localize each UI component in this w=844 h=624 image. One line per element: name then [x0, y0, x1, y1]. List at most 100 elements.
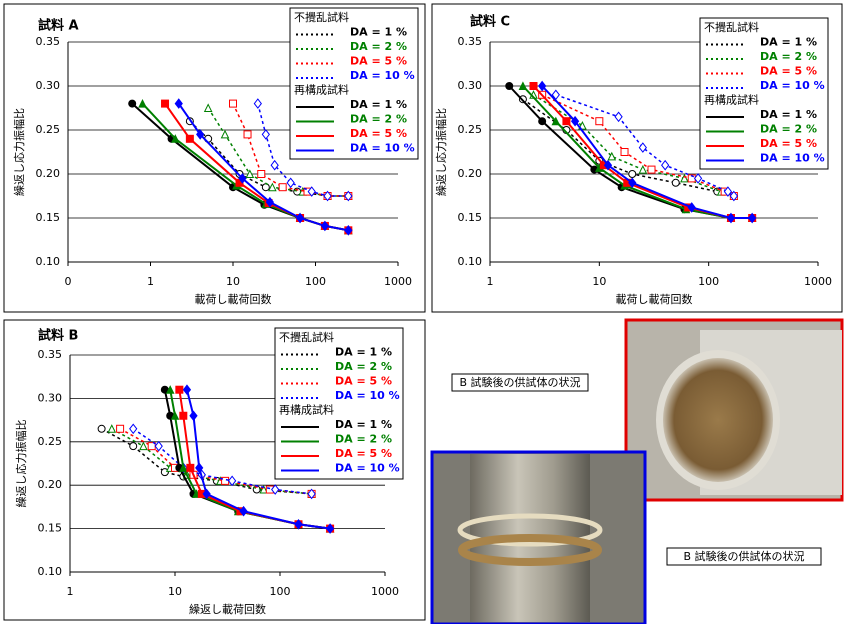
- x-tick-label: 100: [698, 275, 719, 288]
- marker: [155, 442, 162, 451]
- legend-label: DA = 5 %: [760, 65, 817, 78]
- marker: [140, 443, 147, 450]
- y-axis-title: 繰返し応力振幅比: [14, 420, 28, 508]
- photo-bottom: [432, 452, 645, 624]
- legend-label: DA = 10 %: [335, 462, 400, 475]
- marker: [287, 178, 294, 187]
- y-tick-label: 0.25: [36, 123, 61, 136]
- marker: [130, 424, 137, 433]
- legend-label: DA = 10 %: [350, 142, 415, 155]
- x-axis-title: 繰返し載荷回数: [189, 602, 266, 616]
- marker: [621, 149, 628, 156]
- marker: [139, 100, 146, 107]
- y-tick-label: 0.15: [458, 211, 483, 224]
- y-tick-label: 0.30: [458, 79, 483, 92]
- legend-label: DA = 1 %: [350, 26, 407, 39]
- x-tick-label: 10: [168, 585, 182, 598]
- legend: 不攪乱試料DA = 1 %DA = 2 %DA = 5 %DA = 10 %再構…: [700, 18, 828, 169]
- x-tick-label: 1: [487, 275, 494, 288]
- y-tick-label: 0.10: [38, 565, 63, 578]
- marker: [530, 83, 537, 90]
- x-tick-label: 0: [65, 275, 72, 288]
- photo-caption: B 試験後の供試体の状況: [459, 375, 580, 389]
- marker: [117, 425, 124, 432]
- legend-label: DA = 10 %: [350, 69, 415, 82]
- y-tick-label: 0.15: [36, 211, 61, 224]
- legend-label: DA = 2 %: [350, 40, 407, 53]
- x-tick-label: 1000: [384, 275, 412, 288]
- marker: [279, 184, 286, 191]
- marker: [130, 443, 137, 450]
- marker: [98, 425, 105, 432]
- marker: [639, 143, 646, 152]
- photo-top: [626, 320, 842, 500]
- legend-label: DA = 2 %: [350, 113, 407, 126]
- marker: [129, 100, 136, 107]
- legend-label: DA = 1 %: [335, 346, 392, 359]
- legend-label: DA = 5 %: [350, 55, 407, 68]
- y-tick-label: 0.20: [38, 478, 63, 491]
- y-tick-label: 0.35: [36, 35, 61, 48]
- x-tick-label: 10: [226, 275, 240, 288]
- legend-label: DA = 5 %: [350, 127, 407, 140]
- legend-label: DA = 1 %: [760, 36, 817, 49]
- marker: [222, 131, 229, 138]
- marker: [180, 412, 187, 419]
- legend-group: 不攪乱試料: [704, 20, 759, 34]
- marker: [506, 83, 513, 90]
- y-tick-label: 0.35: [38, 348, 63, 361]
- chart: 試料 C0.100.150.200.250.300.351101001000載荷…: [434, 14, 832, 307]
- legend-label: DA = 1 %: [760, 108, 817, 121]
- x-tick-label: 10: [592, 275, 606, 288]
- y-tick-label: 0.30: [38, 391, 63, 404]
- x-axis-title: 載荷し載荷回数: [195, 293, 272, 306]
- y-tick-label: 0.20: [36, 167, 61, 180]
- legend-group: 不攪乱試料: [279, 330, 334, 344]
- marker: [269, 184, 276, 191]
- legend-label: DA = 5 %: [335, 375, 392, 388]
- marker: [229, 476, 236, 485]
- y-axis-title: 繰返し応力振幅比: [12, 108, 26, 196]
- legend-label: DA = 5 %: [760, 137, 817, 150]
- marker: [183, 385, 190, 394]
- x-tick-label: 1: [67, 585, 74, 598]
- marker: [254, 99, 261, 108]
- marker: [639, 166, 646, 173]
- marker: [162, 100, 169, 107]
- marker: [205, 105, 212, 112]
- y-tick-label: 0.30: [36, 79, 61, 92]
- legend-group: 再構成試料: [704, 93, 759, 107]
- marker: [648, 166, 655, 173]
- y-axis-title: 繰返し応力振幅比: [434, 108, 448, 196]
- legend-label: DA = 2 %: [760, 50, 817, 63]
- marker: [596, 118, 603, 125]
- x-tick-label: 100: [305, 275, 326, 288]
- legend-label: DA = 5 %: [335, 447, 392, 460]
- y-tick-label: 0.10: [36, 255, 61, 268]
- x-axis-title: 載荷し載荷回数: [616, 293, 693, 306]
- marker: [262, 130, 269, 139]
- marker: [563, 118, 570, 125]
- marker: [190, 411, 197, 420]
- legend-label: DA = 1 %: [350, 98, 407, 111]
- legend-label: DA = 10 %: [335, 389, 400, 402]
- marker: [176, 386, 183, 393]
- y-tick-label: 0.10: [458, 255, 483, 268]
- legend-group: 再構成試料: [279, 403, 334, 417]
- y-tick-label: 0.15: [38, 522, 63, 535]
- legend-label: DA = 2 %: [760, 123, 817, 136]
- marker: [672, 179, 679, 186]
- marker: [230, 100, 237, 107]
- x-tick-label: 100: [270, 585, 291, 598]
- marker: [258, 171, 265, 178]
- marker: [108, 425, 115, 432]
- legend-label: DA = 10 %: [760, 79, 825, 92]
- marker: [629, 171, 636, 178]
- legend-label: DA = 10 %: [760, 152, 825, 165]
- marker: [615, 112, 622, 121]
- marker: [244, 131, 251, 138]
- marker: [186, 135, 193, 142]
